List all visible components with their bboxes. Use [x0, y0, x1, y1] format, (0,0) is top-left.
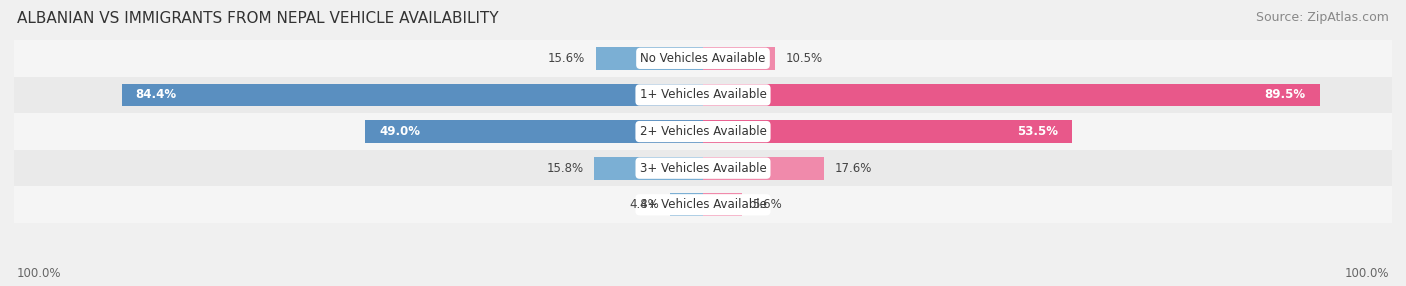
Bar [14, 186, 1392, 223]
Text: Source: ZipAtlas.com: Source: ZipAtlas.com [1256, 11, 1389, 24]
Bar [14, 113, 1392, 150]
Text: 100.0%: 100.0% [1344, 267, 1389, 280]
Text: 1+ Vehicles Available: 1+ Vehicles Available [640, 88, 766, 102]
Text: 10.5%: 10.5% [786, 52, 823, 65]
Bar [121, 84, 703, 106]
Text: No Vehicles Available: No Vehicles Available [640, 52, 766, 65]
Text: 5.6%: 5.6% [752, 198, 782, 211]
Text: 3+ Vehicles Available: 3+ Vehicles Available [640, 162, 766, 175]
Bar [595, 157, 703, 180]
Text: ALBANIAN VS IMMIGRANTS FROM NEPAL VEHICLE AVAILABILITY: ALBANIAN VS IMMIGRANTS FROM NEPAL VEHICL… [17, 11, 499, 26]
Text: 49.0%: 49.0% [380, 125, 420, 138]
Bar [703, 84, 1320, 106]
Bar [703, 47, 775, 70]
Bar [366, 120, 703, 143]
Text: 84.4%: 84.4% [135, 88, 176, 102]
Text: 15.6%: 15.6% [548, 52, 585, 65]
Bar [703, 193, 741, 216]
Bar [669, 193, 703, 216]
Text: 89.5%: 89.5% [1265, 88, 1306, 102]
Bar [14, 150, 1392, 186]
Bar [703, 120, 1071, 143]
Bar [596, 47, 703, 70]
Text: 2+ Vehicles Available: 2+ Vehicles Available [640, 125, 766, 138]
Text: 17.6%: 17.6% [835, 162, 872, 175]
Text: 4.8%: 4.8% [630, 198, 659, 211]
Text: 15.8%: 15.8% [547, 162, 583, 175]
Bar [14, 77, 1392, 113]
Bar [14, 40, 1392, 77]
Text: 53.5%: 53.5% [1017, 125, 1057, 138]
Bar [703, 157, 824, 180]
Text: 4+ Vehicles Available: 4+ Vehicles Available [640, 198, 766, 211]
Text: 100.0%: 100.0% [17, 267, 62, 280]
